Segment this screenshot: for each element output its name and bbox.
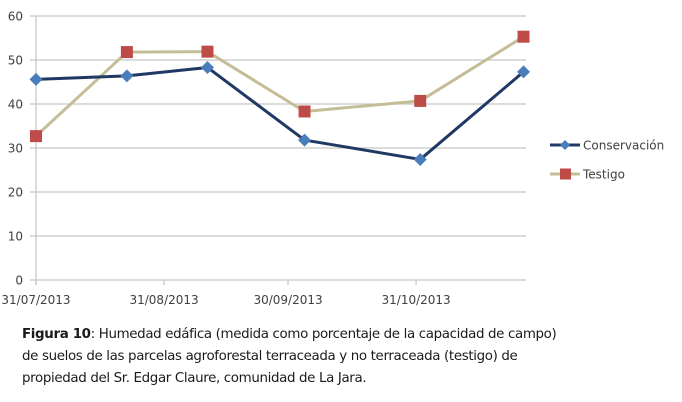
caption-line-1: Figura 10: Humedad edáfica (medida como … [22, 324, 672, 346]
x-tick-label: 30/09/2013 [253, 293, 322, 307]
legend-marker-diamond [560, 140, 570, 150]
x-tick-label: 31/08/2013 [129, 293, 198, 307]
data-point-square [120, 46, 133, 59]
y-tick-label: 40 [8, 98, 23, 112]
y-axis-ticks: 0 10 20 30 40 50 60 [8, 10, 23, 288]
y-tick-label: 30 [8, 142, 23, 156]
caption-line-2: de suelos de las parcelas agroforestal t… [22, 349, 518, 364]
x-tick-label: 31/10/2013 [382, 293, 451, 307]
data-point-diamond [120, 69, 134, 83]
data-point-square [30, 130, 42, 143]
figure-caption: Figura 10: Humedad edáfica (medida como … [22, 324, 672, 390]
y-tick-label: 60 [8, 10, 23, 24]
data-point-square [517, 30, 530, 43]
line-chart: 0 10 20 30 40 50 60 31/07/2013 31/08/2013 30/09/… [1, 10, 664, 308]
data-point-diamond [517, 65, 531, 79]
series-conservacion [29, 60, 531, 166]
data-point-square [414, 94, 427, 107]
x-tick-label: 31/07/2013 [1, 293, 70, 307]
series-line [35, 65, 525, 161]
legend-label: Conservación [583, 139, 664, 153]
data-point-square [201, 45, 214, 58]
series-group [29, 30, 531, 166]
legend-entry: Conservación [550, 139, 664, 153]
y-tick-label: 0 [15, 274, 23, 288]
legend-label: Testigo [582, 168, 625, 182]
legend-entry: Testigo [550, 168, 625, 182]
y-tick-label: 10 [8, 230, 23, 244]
figure-label: Figura 10 [22, 327, 91, 342]
legend-marker-square [560, 168, 571, 180]
y-tick-label: 20 [8, 186, 23, 200]
data-point-diamond [298, 133, 312, 147]
gridlines [30, 15, 526, 281]
x-axis: 31/07/2013 31/08/2013 30/09/2013 31/10/2013 [1, 16, 451, 307]
y-tick-label: 50 [8, 54, 23, 68]
data-point-diamond [29, 72, 43, 86]
data-point-diamond [200, 60, 214, 74]
caption-line-3: propiedad del Sr. Edgar Claure, comunida… [22, 371, 367, 386]
data-point-square [298, 105, 311, 118]
series-testigo [30, 30, 530, 143]
caption-text-1: : Humedad edáfica (medida como porcentaj… [90, 327, 557, 342]
series-line [34, 35, 525, 138]
data-point-diamond [413, 152, 427, 166]
legend: Conservación Testigo [550, 139, 664, 182]
